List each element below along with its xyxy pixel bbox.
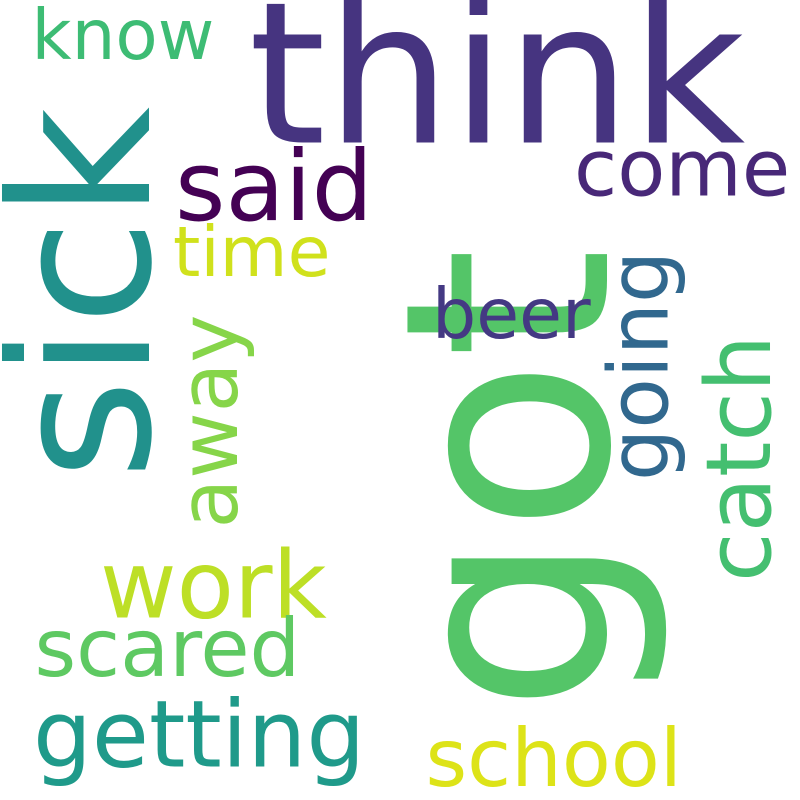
- word-catch: catch: [687, 334, 792, 582]
- word-know: know: [31, 0, 215, 76]
- word-going: going: [591, 250, 688, 481]
- word-getting: getting: [33, 680, 366, 789]
- word-time: time: [173, 212, 331, 293]
- word-said: said: [175, 130, 374, 243]
- word-come: come: [574, 122, 791, 215]
- word-think: think: [248, 0, 746, 190]
- word-beer: beer: [432, 274, 591, 355]
- word-scared: scared: [34, 602, 301, 695]
- word-work: work: [100, 531, 327, 641]
- word-sick: sick: [0, 106, 195, 480]
- word-school: school: [425, 712, 682, 800]
- word-away: away: [163, 314, 257, 529]
